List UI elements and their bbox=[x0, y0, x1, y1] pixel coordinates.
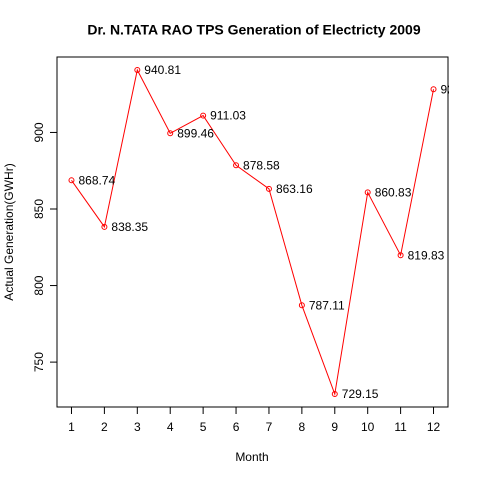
x-tick-label: 7 bbox=[266, 420, 273, 434]
x-tick-label: 5 bbox=[200, 420, 207, 434]
point bbox=[364, 189, 371, 196]
point bbox=[134, 66, 141, 73]
x-tick-label: 8 bbox=[299, 420, 306, 434]
y-tick-label: 750 bbox=[32, 352, 46, 372]
x-axis-label: Month bbox=[235, 450, 268, 464]
data-label: 928.2 bbox=[441, 82, 471, 96]
point bbox=[397, 252, 404, 259]
data-label: 819.83 bbox=[408, 248, 445, 262]
point bbox=[68, 177, 75, 184]
point bbox=[430, 86, 437, 93]
y-axis-label: Actual Generation(GWHr) bbox=[2, 163, 16, 300]
x-tick-label: 3 bbox=[134, 420, 141, 434]
data-label: 911.03 bbox=[210, 109, 246, 123]
y-tick-label: 850 bbox=[32, 199, 46, 219]
point bbox=[298, 302, 305, 309]
point bbox=[265, 185, 272, 192]
series-line bbox=[71, 68, 435, 396]
labels: 868.74 838.35 940.81 899.46 911.03 878.58 863.… bbox=[78, 63, 471, 401]
y-tick-label: 800 bbox=[32, 275, 46, 295]
point bbox=[233, 162, 240, 169]
x-tick-label: 6 bbox=[233, 420, 240, 434]
data-label: 863.16 bbox=[276, 182, 313, 196]
x-tick-label: 2 bbox=[101, 420, 108, 434]
y-tick-label: 900 bbox=[32, 122, 46, 142]
data-label: 899.46 bbox=[177, 126, 214, 140]
x-tick-label: 1 bbox=[68, 420, 75, 434]
data-label: 940.81 bbox=[144, 63, 181, 77]
x-tick-label: 9 bbox=[331, 420, 338, 434]
data-label: 729.15 bbox=[342, 387, 379, 401]
point bbox=[167, 130, 174, 137]
x-tick-label: 4 bbox=[167, 420, 174, 434]
x-tick-label: 11 bbox=[394, 420, 407, 434]
x-tick-label: 12 bbox=[427, 420, 441, 434]
point bbox=[331, 391, 338, 398]
data-label: 787.11 bbox=[309, 298, 345, 312]
data-label: 878.58 bbox=[243, 158, 280, 172]
point bbox=[101, 223, 108, 230]
chart-title: Dr. N.TATA RAO TPS Generation of Electri… bbox=[87, 22, 420, 38]
data-label: 838.35 bbox=[111, 220, 148, 234]
plot-box bbox=[56, 56, 449, 408]
x-tick-label: 10 bbox=[361, 420, 375, 434]
data-label: 860.83 bbox=[375, 186, 412, 200]
data-label: 868.74 bbox=[78, 173, 115, 187]
point bbox=[200, 112, 207, 119]
